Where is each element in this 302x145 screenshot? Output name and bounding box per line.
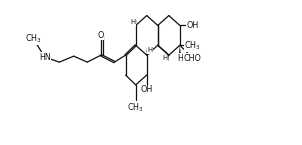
Text: H: H [130, 19, 136, 26]
Text: H: H [177, 54, 183, 63]
Text: H: H [148, 47, 153, 53]
Text: CHO: CHO [184, 54, 201, 63]
Text: OH: OH [141, 85, 153, 94]
Text: CH$_3$: CH$_3$ [24, 32, 41, 45]
Text: O: O [98, 31, 104, 40]
Text: HN: HN [39, 53, 51, 62]
Text: H: H [163, 55, 168, 61]
Text: CH$_3$: CH$_3$ [184, 39, 201, 51]
Polygon shape [178, 45, 181, 58]
Text: CH$_3$: CH$_3$ [127, 101, 144, 114]
Text: OH: OH [186, 21, 199, 30]
